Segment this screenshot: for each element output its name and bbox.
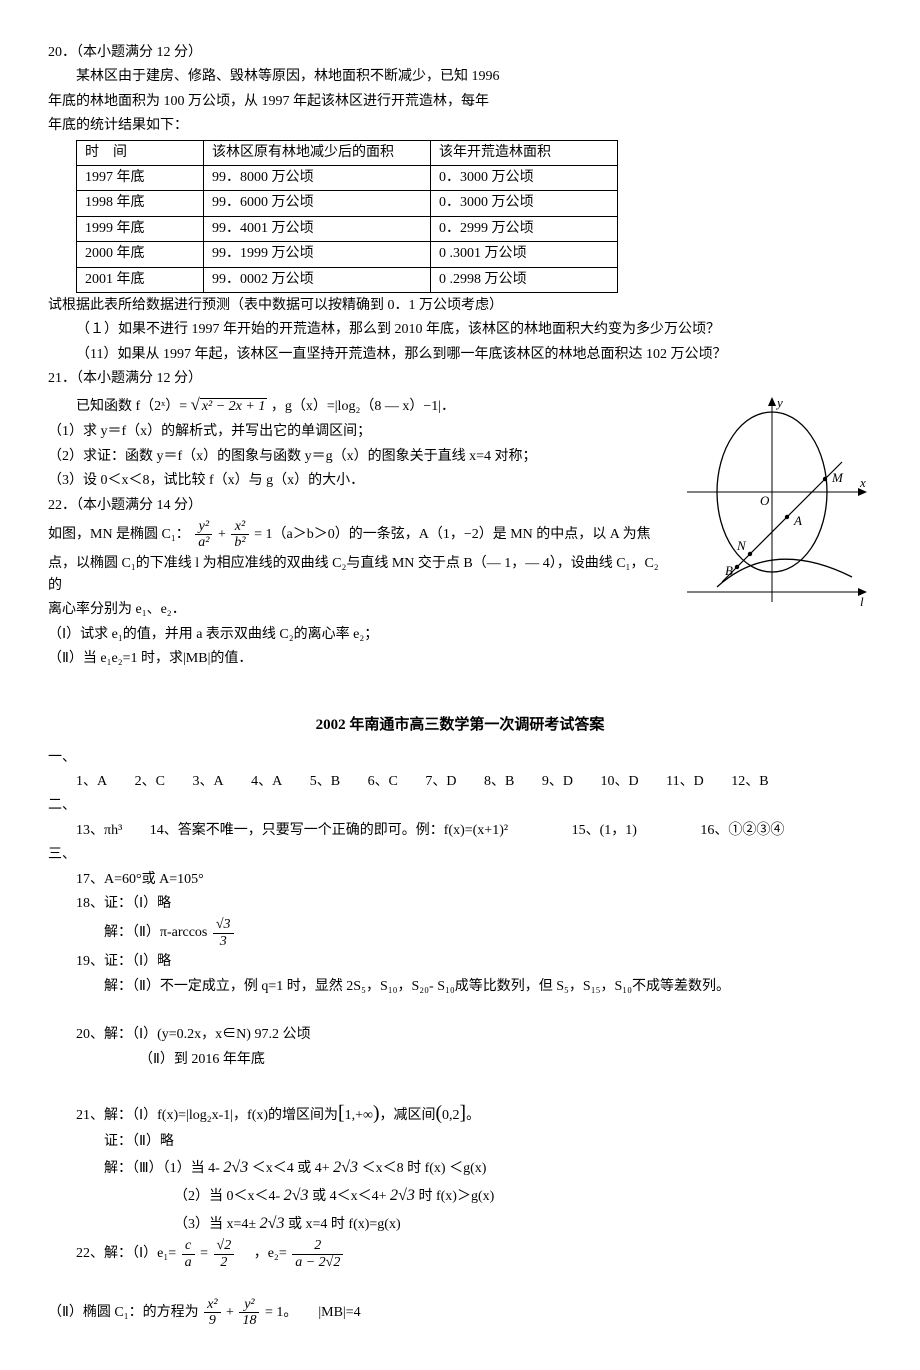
q20-table: 时 间 该林区原有林地减少后的面积 该年开荒造林面积 1997 年底99．800… <box>76 140 618 293</box>
table-header: 该年开荒造林面积 <box>431 140 618 165</box>
table-row: 1998 年底99．6000 万公顷0．3000 万公顷 <box>77 191 618 216</box>
ans-21b: 证：（Ⅱ）略 <box>48 1131 872 1153</box>
svg-text:x: x <box>859 475 866 490</box>
ans-19b: 解：（Ⅱ）不一定成立，例 q=1 时，显然 2S₅，S₁₀，S₂₀- S₁₀成等… <box>48 976 872 998</box>
ans-18b: 解：（Ⅱ）π-arccos √33 <box>48 917 872 949</box>
frac-x2b2: x²b² <box>231 519 248 551</box>
svg-text:y: y <box>775 395 783 410</box>
table-header: 时 间 <box>77 140 204 165</box>
table-row: 2001 年底99．0002 万公顷0 .2998 万公顷 <box>77 267 618 292</box>
ans-19a: 19、证：（Ⅰ）略 <box>48 951 872 973</box>
answers-title: 2002 年南通市高三数学第一次调研考试答案 <box>48 713 872 737</box>
q20-sub1: （１）如果不进行 1997 年开始的开荒造林，那么到 2010 年底，该林区的林… <box>48 319 872 341</box>
table-row: 2000 年底99．1999 万公顷0 .3001 万公顷 <box>77 242 618 267</box>
frac-x2-9: x²9 <box>204 1297 220 1329</box>
answers-row2: 13、πh³ 14、答案不唯一，只要写一个正确的即可。例：f(x)=(x+1)²… <box>48 820 872 842</box>
ans-21c: 解：（Ⅲ）（1）当 4- 2√3 ＜x＜4 或 4+ 2√3 ＜x＜8 时 f(… <box>48 1155 872 1181</box>
q20-intro2: 年底的林地面积为 100 万公顷，从 1997 年起该林区进行开荒造林，每年 <box>48 91 872 113</box>
ans-21e: （3）当 x=4± 2√3 或 x=4 时 f(x)=g(x) <box>48 1211 872 1237</box>
svg-text:A: A <box>793 513 802 528</box>
q20-after: 试根据此表所给数据进行预测（表中数据可以按精确到 0．1 万公顷考虑） <box>48 295 872 317</box>
frac-c-a: ca <box>182 1238 195 1270</box>
svg-text:N: N <box>736 538 747 553</box>
frac-sqrt2-2: √22 <box>214 1238 235 1270</box>
q22-sub1: （Ⅰ）试求 e₁的值，并用 a 表示双曲线 C₂的离心率 e₂； <box>48 624 872 646</box>
frac-y2a2: y²a² <box>195 519 212 551</box>
ans-18a: 18、证：（Ⅰ）略 <box>48 893 872 915</box>
ans-17: 17、A=60°或 A=105° <box>48 869 872 891</box>
table-row: 1999 年底99．4001 万公顷0．2999 万公顷 <box>77 216 618 241</box>
table-header-row: 时 间 该林区原有林地减少后的面积 该年开荒造林面积 <box>77 140 618 165</box>
svg-text:B: B <box>725 563 733 578</box>
frac-sqrt3-3: √33 <box>213 917 234 949</box>
ans-22a: 22、解：（Ⅰ）e₁= ca = √22 ，e₂= 2a − 2√2 <box>48 1238 872 1270</box>
q21-header: 21．（本小题满分 12 分） <box>48 368 872 390</box>
table-header: 该林区原有林地减少后的面积 <box>204 140 431 165</box>
ans-21d: （2）当 0＜x＜4- 2√3 或 4＜x＜4+ 2√3 时 f(x)＞g(x) <box>48 1183 872 1209</box>
ans-20a: 20、解：（Ⅰ）(y=0.2x，x∈N) 97.2 公顷 <box>48 1024 872 1046</box>
svg-text:l: l <box>860 594 864 609</box>
ellipse-figure: y x O M A N B l <box>682 392 872 612</box>
ans-21a: 21、解：（Ⅰ）f(x)=|log₂x-1|，f(x)的增区间为[1,+∞)，减… <box>48 1098 872 1129</box>
q20-intro1: 某林区由于建房、修路、毁林等原因，林地面积不断减少，已知 1996 <box>48 66 872 88</box>
ans-20b: （Ⅱ）到 2016 年年底 <box>48 1049 872 1071</box>
answers-row1: 1、A 2、C 3、A 4、A 5、B 6、C 7、D 8、B 9、D 10、D… <box>48 771 872 793</box>
frac-y2-18: y²18 <box>239 1297 259 1329</box>
q22-sub2: （Ⅱ）当 e₁e₂=1 时，求|MB|的值． <box>48 648 872 670</box>
section-1: 一、 <box>48 747 872 769</box>
q20-sub2: （11）如果从 1997 年起，该林区一直坚持开荒造林，那么到哪一年底该林区的林… <box>48 344 872 366</box>
table-row: 1997 年底99．8000 万公顷0．3000 万公顷 <box>77 165 618 190</box>
section-3: 三、 <box>48 844 872 866</box>
ans-22b: （Ⅱ）椭圆 C₁：的方程为 x²9 + y²18 = 1。 |MB|=4 <box>48 1297 872 1329</box>
q20-header: 20．（本小题满分 12 分） <box>48 42 872 64</box>
sqrt-expr: √x² − 2x + 1 <box>191 392 268 419</box>
svg-text:O: O <box>760 493 770 508</box>
section-2: 二、 <box>48 795 872 817</box>
frac-e2: 2a − 2√2 <box>292 1238 343 1270</box>
q20-intro3: 年底的统计结果如下： <box>48 115 872 137</box>
svg-text:M: M <box>831 470 844 485</box>
